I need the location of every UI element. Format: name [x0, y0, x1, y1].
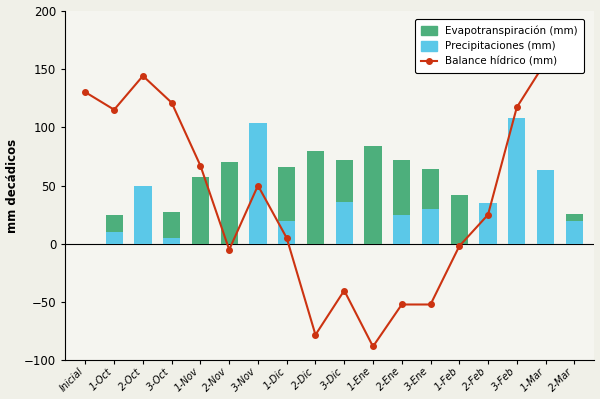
- Bar: [566, 221, 583, 244]
- Bar: [250, 178, 266, 244]
- Bar: [163, 212, 181, 244]
- Bar: [537, 212, 554, 244]
- Bar: [221, 162, 238, 244]
- Bar: [134, 186, 152, 244]
- Bar: [106, 215, 123, 244]
- Bar: [278, 167, 295, 244]
- Bar: [335, 202, 353, 244]
- Bar: [451, 195, 468, 244]
- Bar: [134, 216, 152, 244]
- Bar: [364, 146, 382, 244]
- Bar: [566, 213, 583, 244]
- Bar: [106, 232, 123, 244]
- Legend: Evapotranspiración (mm), Precipitaciones (mm), Balance hídrico (mm): Evapotranspiración (mm), Precipitaciones…: [415, 19, 584, 73]
- Y-axis label: mm decádicos: mm decádicos: [5, 138, 19, 233]
- Bar: [393, 160, 410, 244]
- Bar: [537, 170, 554, 244]
- Bar: [508, 221, 526, 244]
- Bar: [192, 178, 209, 244]
- Bar: [422, 209, 439, 244]
- Bar: [479, 209, 497, 244]
- Bar: [422, 169, 439, 244]
- Bar: [163, 238, 181, 244]
- Bar: [278, 221, 295, 244]
- Bar: [307, 150, 324, 244]
- Bar: [250, 122, 266, 244]
- Bar: [335, 160, 353, 244]
- Bar: [508, 118, 526, 244]
- Bar: [479, 203, 497, 244]
- Bar: [393, 215, 410, 244]
